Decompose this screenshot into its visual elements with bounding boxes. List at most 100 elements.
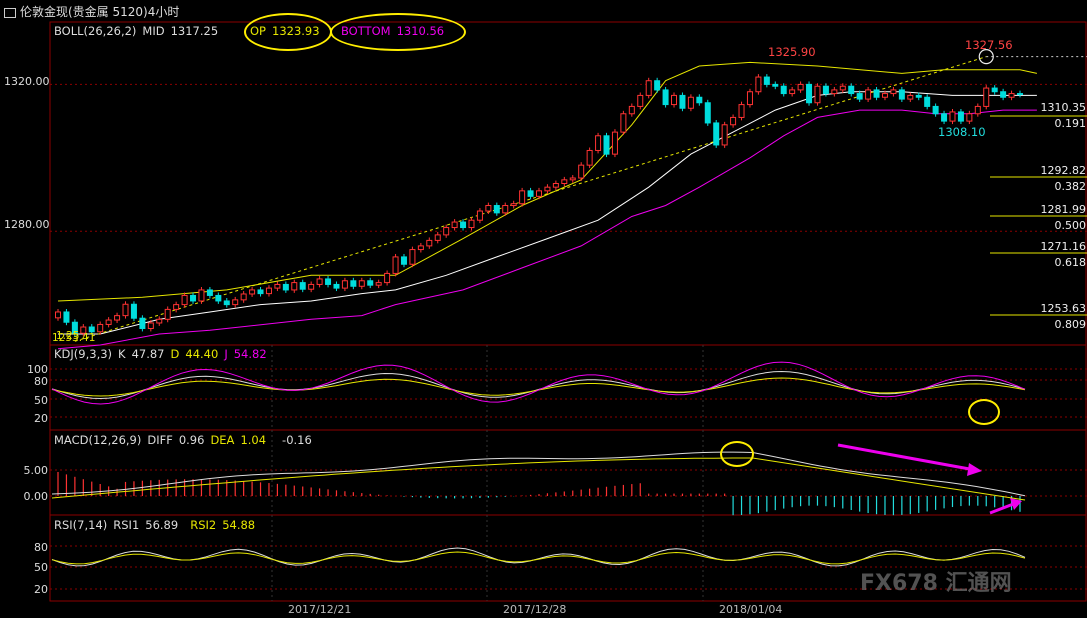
- highlight-ellipse-bottom: [330, 13, 466, 51]
- window-icon[interactable]: [4, 7, 16, 18]
- macd-dea-value: 1.04: [240, 433, 267, 447]
- boll-legend: BOLL(26,26,2) MID 1317.25: [54, 24, 224, 38]
- macd-down-arrow: [837, 443, 976, 472]
- candle-body: [839, 85, 846, 91]
- kdj-k-line: [51, 370, 1026, 400]
- candle-body: [848, 85, 855, 95]
- candle-body: [915, 94, 922, 98]
- candle-body: [476, 210, 483, 221]
- candle-body: [569, 177, 576, 181]
- candle-body: [485, 205, 492, 212]
- candle-body: [738, 104, 745, 118]
- candle-body: [190, 294, 197, 302]
- candle-body: [873, 89, 880, 98]
- kdj-tick-100: 100: [27, 363, 48, 376]
- candle-body: [907, 94, 914, 100]
- candle-body: [358, 280, 365, 287]
- candle-body: [341, 280, 348, 289]
- fib-price-1: 1292.82: [1040, 164, 1087, 177]
- boll-label: BOLL(26,26,2): [54, 24, 137, 38]
- candle-body: [679, 94, 686, 109]
- macd-dea-label: DEA: [210, 433, 235, 447]
- candle-body: [80, 326, 87, 334]
- start-tag-label: 1.25: [56, 330, 80, 342]
- candle-body: [114, 315, 121, 321]
- fib-price-3: 1271.16: [1040, 240, 1087, 253]
- candle-body: [164, 308, 171, 320]
- macd-legend: MACD(12,26,9) DIFF 0.96 DEA 1.04 -0.16: [54, 433, 318, 447]
- candle-body: [97, 323, 104, 333]
- boll-mid-line: [58, 91, 1037, 335]
- fib-ratio-4: 0.809: [1054, 318, 1087, 331]
- candle-body: [941, 113, 948, 122]
- candle-body: [71, 321, 78, 334]
- price-tick-1280: 1280.00: [4, 218, 50, 231]
- candle-body: [713, 122, 720, 146]
- rsi-rsi2-label: RSI2: [190, 518, 217, 532]
- candle-body: [147, 322, 154, 329]
- kdj-d-label: D: [170, 347, 180, 361]
- candle-body: [367, 280, 374, 286]
- candle-body: [746, 91, 753, 106]
- candle-body: [603, 135, 610, 155]
- fib-price-4: 1253.63: [1040, 302, 1087, 315]
- low-1-label: 1308.10: [938, 125, 986, 139]
- candle-body: [831, 89, 838, 95]
- candle-body: [561, 179, 568, 184]
- candle-body: [620, 113, 627, 133]
- rsi-2-line: [51, 551, 1026, 565]
- candle-body: [257, 289, 264, 295]
- candle-body: [1017, 93, 1023, 96]
- rsi-tick-20: 20: [34, 583, 48, 596]
- candle-body: [696, 96, 703, 104]
- window-title: 伦敦金现(贵金属 5120)4小时: [4, 3, 179, 20]
- boll-upper-line: [57, 61, 1038, 302]
- candle-body: [966, 113, 973, 122]
- candle-body: [265, 287, 272, 295]
- candle-body: [586, 149, 593, 166]
- candle-body: [130, 303, 137, 319]
- price-tick-1320: 1320.00: [4, 75, 50, 88]
- fib-ratio-0: 0.191: [1054, 117, 1087, 130]
- macd-up-arrow: [989, 501, 1017, 515]
- candle-body: [400, 256, 407, 265]
- candle-body: [898, 89, 905, 100]
- candle-body: [763, 76, 770, 85]
- candle-body: [814, 85, 821, 104]
- candle-body: [215, 294, 222, 302]
- candle-body: [249, 289, 256, 295]
- candle-body: [856, 93, 863, 100]
- candle-body: [156, 318, 163, 324]
- candle-body: [983, 87, 990, 107]
- candle-body: [552, 183, 559, 188]
- candle-body: [240, 293, 247, 301]
- candle-body: [1008, 93, 1015, 98]
- candle-body: [628, 105, 635, 115]
- candle-body: [662, 89, 669, 106]
- candle-body: [63, 311, 70, 323]
- kdj-j-label: J: [224, 347, 228, 361]
- candle-body: [198, 289, 205, 302]
- candle-body: [721, 124, 728, 146]
- macd-peak-ellipse: [720, 441, 754, 467]
- candle-body: [181, 294, 188, 306]
- kdj-tick-50: 50: [34, 394, 48, 407]
- high-2-label: 1327.56: [965, 38, 1013, 52]
- candle-body: [282, 283, 289, 291]
- candle-body: [375, 282, 382, 286]
- macd-tick-5: 5.00: [23, 464, 49, 477]
- candle-body: [139, 317, 146, 329]
- kdj-tick-80: 80: [34, 375, 48, 388]
- candle-body: [527, 190, 534, 197]
- rsi-legend: RSI(7,14) RSI1 56.89 RSI2 54.88: [54, 518, 261, 532]
- candle-body: [730, 116, 737, 126]
- candle-body: [434, 234, 441, 241]
- candle-body: [957, 111, 964, 122]
- macd-label: MACD(12,26,9): [54, 433, 142, 447]
- highlight-ellipse-top: [244, 13, 332, 51]
- fib-ratio-3: 0.618: [1054, 256, 1087, 269]
- rsi-tick-80: 80: [34, 541, 48, 554]
- candle-body: [384, 272, 391, 284]
- candle-body: [991, 87, 998, 93]
- watermark-logo: FX678 汇通网: [860, 571, 1012, 596]
